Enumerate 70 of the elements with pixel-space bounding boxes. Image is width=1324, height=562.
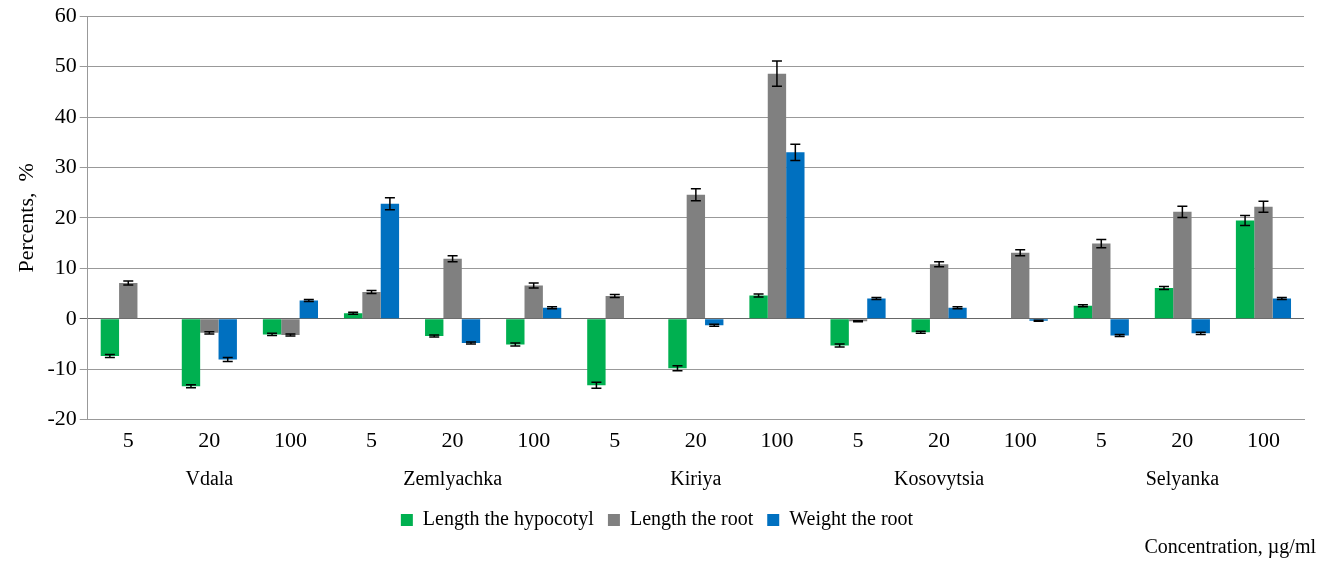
bar — [1173, 211, 1192, 319]
bar — [506, 319, 525, 345]
bar — [1272, 298, 1292, 319]
bar — [1254, 206, 1273, 319]
text: Kosovytsia — [894, 467, 985, 491]
x-tick-label: 5 — [366, 426, 378, 452]
y-tick-label: 10 — [54, 254, 77, 280]
x-tick-label: 5 — [852, 426, 864, 452]
y-tick-label: 60 — [54, 1, 77, 27]
bar — [1154, 287, 1174, 319]
legend-label: Length the root — [629, 507, 754, 531]
legend-label: Length the hypocotyl — [422, 507, 595, 531]
text: Selyanka — [1145, 467, 1220, 491]
x-tick-label: 100 — [1003, 426, 1037, 452]
x-tick-label: 20 — [198, 426, 221, 452]
bar — [749, 295, 768, 319]
bar — [929, 264, 949, 319]
bar — [218, 319, 237, 360]
bar — [524, 285, 543, 319]
y-tick-label: 20 — [54, 203, 77, 229]
bar — [668, 319, 687, 369]
x-tick-label: 5 — [609, 426, 621, 452]
bar — [767, 73, 787, 319]
y-tick-label: -10 — [47, 354, 77, 380]
y-tick-label: -20 — [47, 405, 77, 431]
y-tick-label: 30 — [54, 153, 77, 179]
y-tick-label: 0 — [65, 304, 77, 330]
y-axis-title: Percents, % — [12, 163, 38, 273]
bar — [1235, 220, 1255, 319]
bar — [443, 258, 462, 319]
x-tick-label: 100 — [1246, 426, 1280, 452]
bar — [605, 296, 624, 319]
bar — [362, 292, 381, 319]
bar — [1011, 252, 1030, 319]
bar — [867, 298, 886, 319]
text: Vdala — [185, 467, 234, 490]
bar — [380, 203, 400, 319]
x-tick-label: 100 — [760, 426, 794, 452]
bar — [425, 319, 444, 336]
legend-label: Weight the root — [789, 507, 914, 531]
y-tick-label: 50 — [54, 52, 77, 78]
x-tick-label: 20 — [1171, 426, 1194, 452]
bar — [911, 319, 930, 333]
bar — [587, 319, 606, 386]
bar — [461, 319, 481, 343]
bar — [200, 319, 219, 333]
x-tick-label: 5 — [122, 426, 134, 452]
bar — [1092, 243, 1111, 319]
bar — [948, 307, 967, 319]
x-tick-label: 100 — [517, 426, 551, 452]
bar — [119, 282, 138, 319]
x-tick-label: 20 — [684, 426, 707, 452]
bar — [281, 319, 300, 335]
bar — [262, 319, 282, 335]
bar — [1191, 319, 1210, 334]
bar — [686, 194, 706, 319]
bar — [786, 152, 805, 319]
bar — [299, 300, 319, 319]
y-tick-label: 40 — [54, 102, 77, 128]
x-axis-title: Concentration, µg/ml — [1144, 535, 1317, 559]
bar — [100, 319, 120, 357]
x-tick-label: 20 — [928, 426, 951, 452]
bar — [1110, 319, 1129, 336]
text: Kiriya — [670, 467, 722, 491]
bar — [830, 319, 849, 346]
text: Zemlyachka — [403, 467, 503, 491]
bar — [181, 319, 201, 387]
x-tick-label: 100 — [273, 426, 307, 452]
x-tick-label: 20 — [441, 426, 464, 452]
x-tick-label: 5 — [1095, 426, 1107, 452]
